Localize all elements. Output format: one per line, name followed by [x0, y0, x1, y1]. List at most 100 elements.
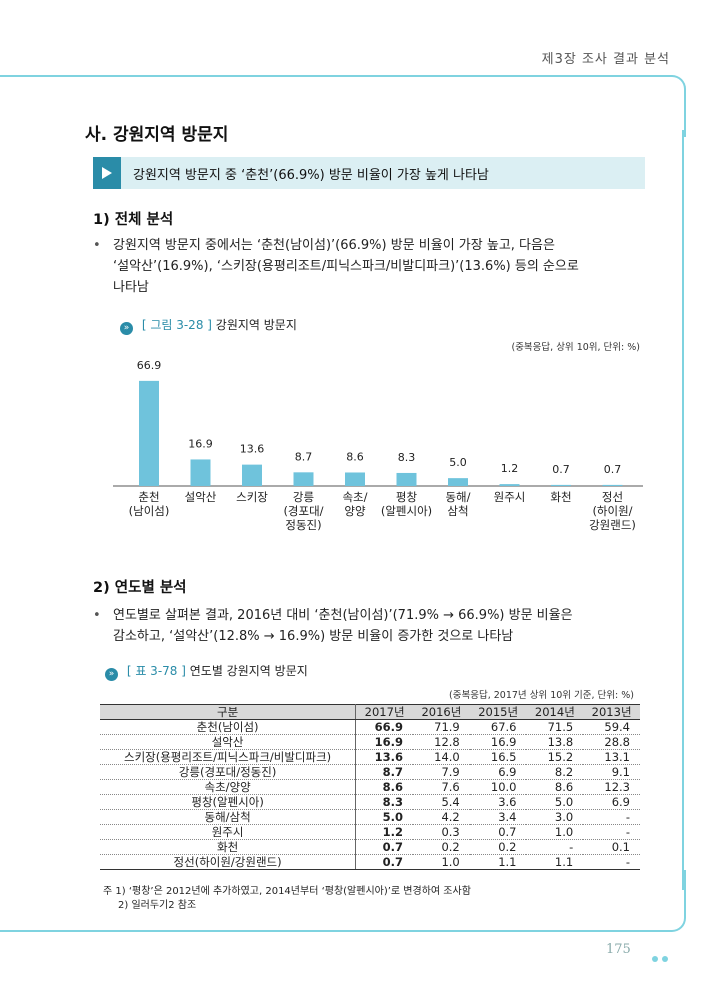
value-cell: 66.9 [355, 719, 414, 735]
value-cell: 8.6 [355, 779, 414, 795]
value-cell: 1.2 [355, 824, 414, 840]
value-cell: 8.6 [526, 779, 584, 795]
table-row: 스키장(용평리조트/피닉스파크/비발디파크) 13.6 14.0 16.5 15.2 13… [100, 749, 640, 765]
chart-bar [499, 484, 520, 486]
value-cell: 8.7 [355, 764, 414, 780]
table-row: 평창(알펜시아) 8.3 5.4 3.6 5.0 6.9 [100, 794, 640, 810]
chart-category-label: 속초/ 양양 [342, 490, 368, 518]
table-header-row: 구분 2017년 2016년 2015년 2014년 2013년 [100, 704, 640, 720]
header-rule [0, 75, 668, 77]
value-cell: 59.4 [583, 719, 640, 735]
value-cell: 8.2 [526, 764, 584, 780]
value-cell: 4.2 [413, 809, 470, 825]
table-caption: » [ 표 3-78 ] 연도별 강원지역 방문지 [105, 662, 308, 681]
table-row: 동해/삼척 5.0 4.2 3.4 3.0- [100, 809, 640, 825]
figure-title: 강원지역 방문지 [215, 318, 297, 332]
header-cell: 구분 [100, 704, 357, 720]
row-label-cell: 강릉(경포대/정동진) [100, 764, 357, 780]
value-cell: 0.7 [355, 839, 414, 855]
value-cell: 12.3 [583, 779, 640, 795]
chart-category-label: 스키장 [236, 490, 268, 504]
chart-bar [293, 472, 314, 486]
value-cell: 1.1 [469, 854, 527, 870]
value-cell: 3.0 [526, 809, 584, 825]
frame-corner-top [640, 75, 686, 137]
value-cell: - [583, 824, 640, 840]
footnote-1: 주 1) ‘평창’은 2012년에 추가하였고, 2014년부터 ‘평창(알펜시… [103, 886, 471, 897]
chart-value-label: 8.7 [295, 450, 313, 463]
value-cell: 28.8 [583, 734, 640, 750]
chart-bar [396, 472, 417, 486]
value-cell: 9.1 [583, 764, 640, 780]
chart-bar [448, 478, 468, 486]
row-label-cell: 정선(하이원/강원랜드) [100, 854, 357, 870]
value-cell: 16.9 [355, 734, 414, 750]
play-arrow-icon [93, 157, 121, 189]
table-row: 설악산 16.9 12.8 16.9 13.8 28.8 [100, 734, 640, 750]
chart-bar [551, 484, 571, 486]
value-cell: 3.6 [469, 794, 527, 810]
summary-text: 강원지역 방문지 중 ‘춘천’(66.9%) 방문 비율이 가장 높게 나타남 [133, 168, 489, 183]
value-cell: 0.7 [469, 824, 527, 840]
frame-right-rule [682, 130, 684, 890]
row-label-cell: 스키장(용평리조트/피닉스파크/비발디파크) [100, 749, 357, 765]
table-row: 정선(하이원/강원랜드) 0.7 1.0 1.1 1.1- [100, 854, 640, 870]
table-row: 춘천(남이섬) 66.9 71.9 67.6 71.5 59.4 [100, 719, 640, 735]
value-cell: 16.9 [469, 734, 527, 750]
row-label-cell: 동해/삼척 [100, 809, 357, 825]
chapter-heading: 제3장 조사 결과 분석 [541, 52, 670, 67]
bullet-line: 감소하고, ‘설악산’(12.8% → 16.9%) 방문 비율이 증가한 것으… [113, 629, 514, 644]
bullet-line: 연도별로 살펴본 결과, 2016년 대비 ‘춘천(남이섬)’(71.9% → … [113, 608, 573, 623]
chart-value-label: 1.2 [501, 462, 519, 475]
value-cell: 71.5 [526, 719, 584, 735]
bullet-dot-icon: • [93, 238, 101, 253]
figure-note: (중복응답, 상위 10위, 단위: %) [511, 342, 640, 353]
chart-category-label: 원주시 [493, 490, 526, 504]
value-cell: 15.2 [526, 749, 584, 765]
value-cell: 6.9 [469, 764, 527, 780]
table-row: 화천 0.7 0.2 0.2-0.1 [100, 839, 640, 855]
value-cell: 7.6 [413, 779, 470, 795]
part2-title: 2) 연도별 분석 [93, 580, 187, 596]
value-cell: 67.6 [469, 719, 527, 735]
part2-bullet: • 연도별로 살펴본 결과, 2016년 대비 ‘춘천(남이섬)’(71.9% … [93, 605, 633, 647]
table-row: 속초/양양 8.6 7.6 10.0 8.6 12.3 [100, 779, 640, 795]
double-chevron-icon: » [120, 322, 133, 335]
chart-value-label: 8.3 [398, 451, 416, 464]
value-cell: 14.0 [413, 749, 470, 765]
header-cell: 2017년 [355, 704, 414, 720]
value-cell: 3.4 [469, 809, 527, 825]
value-cell: 13.1 [583, 749, 640, 765]
header-cell: 2014년 [526, 704, 584, 720]
footnote-2: 2) 일러두기2 참조 [118, 900, 197, 911]
footer-rule [0, 930, 660, 932]
chart-bar [602, 484, 623, 486]
value-cell: 8.3 [355, 794, 414, 810]
bullet-dot-icon: • [93, 608, 101, 623]
value-cell: 0.2 [469, 839, 527, 855]
summary-box: 강원지역 방문지 중 ‘춘천’(66.9%) 방문 비율이 가장 높게 나타남 [93, 157, 645, 189]
value-cell: 1.1 [526, 854, 584, 870]
chart-category-label: 춘천 (남이섬) [128, 490, 170, 518]
chart-value-label: 8.6 [346, 450, 364, 463]
chart-value-label: 16.9 [188, 437, 213, 450]
chart-category-label: 동해/ 삼척 [445, 490, 471, 518]
chart-value-label: 13.6 [240, 443, 265, 456]
table-label: [ 표 3-78 ] [126, 664, 186, 678]
value-cell: - [583, 854, 640, 870]
value-cell: 0.2 [413, 839, 470, 855]
value-cell: 1.0 [413, 854, 470, 870]
table-note: (중복응답, 2017년 상위 10위 기준, 단위: %) [449, 690, 634, 701]
value-cell: 7.9 [413, 764, 470, 780]
value-cell: 0.3 [413, 824, 470, 840]
chart-value-label: 0.7 [604, 463, 622, 476]
value-cell: 71.9 [413, 719, 470, 735]
table-title: 연도별 강원지역 방문지 [189, 664, 308, 678]
header-cell: 2016년 [413, 704, 470, 720]
value-cell: 6.9 [583, 794, 640, 810]
bullet-line: 강원지역 방문지 중에서는 ‘춘천(남이섬)’(66.9%) 방문 비율이 가장… [113, 238, 555, 253]
value-cell: 0.7 [355, 854, 414, 870]
table-row: 강릉(경포대/정동진) 8.7 7.9 6.9 8.2 9.1 [100, 764, 640, 780]
row-label-cell: 설악산 [100, 734, 357, 750]
value-cell: 16.5 [469, 749, 527, 765]
